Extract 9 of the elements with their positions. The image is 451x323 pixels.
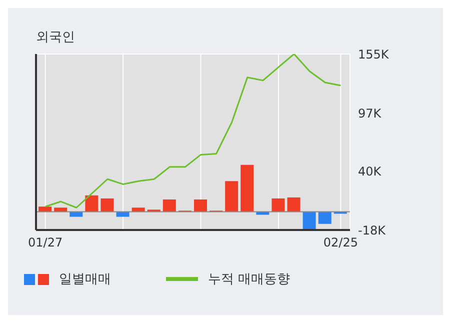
y-tick-label: 97K [358, 106, 382, 120]
y-tick-label: 155K [358, 47, 390, 62]
x-tick-label: 01/27 [28, 236, 63, 250]
legend-label: 누적 매매동향 [208, 271, 290, 288]
y-tick-label: 40K [358, 164, 382, 178]
y-tick-label: -18K [358, 223, 387, 238]
legend-label: 일별매매 [59, 271, 111, 288]
chart-title: 외국인 [36, 29, 75, 46]
x-tick-label: 02/25 [323, 236, 358, 250]
